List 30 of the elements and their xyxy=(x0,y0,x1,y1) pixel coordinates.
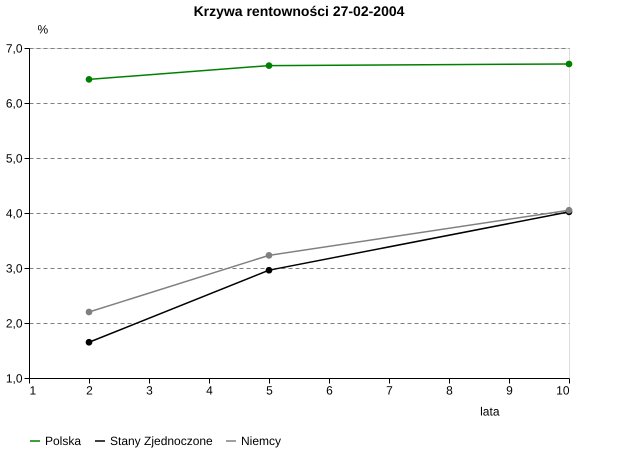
x-tick-label: 8 xyxy=(446,384,454,398)
x-tick-label: 7 xyxy=(386,384,394,398)
x-tick-label: 6 xyxy=(326,384,334,398)
point xyxy=(266,266,272,274)
y-tick-label: 4,0 xyxy=(6,206,23,220)
chart-title: Krzywa rentowności 27-02-2004 xyxy=(194,3,405,19)
x-tick-label: 5 xyxy=(266,384,274,398)
x-tick-label: 4 xyxy=(206,384,214,398)
x-tick-label: 3 xyxy=(146,384,154,398)
y-axis-title: % xyxy=(38,22,48,36)
point xyxy=(86,76,92,83)
point xyxy=(86,308,92,316)
legend-label: Niemcy xyxy=(241,434,282,448)
legend-label: Polska xyxy=(45,434,82,448)
legend-label: Stany Zjednoczone xyxy=(110,434,214,448)
x-tick-label: 2 xyxy=(86,384,94,398)
y-tick-label: 3,0 xyxy=(6,262,23,276)
x-axis-title: lata xyxy=(480,404,500,418)
y-tick-label: 6,0 xyxy=(6,96,23,110)
x-tick-label: 10 xyxy=(556,384,570,398)
point xyxy=(566,60,572,68)
y-tick-label: 7,0 xyxy=(6,42,23,56)
x-tick-label: 9 xyxy=(506,384,514,398)
point xyxy=(266,62,272,69)
x-tick-label: 1 xyxy=(30,384,36,398)
point xyxy=(86,338,92,346)
y-tick-label: 1,0 xyxy=(6,372,23,386)
y-tick-label: 5,0 xyxy=(6,152,23,166)
y-tick-label: 2,0 xyxy=(6,316,23,330)
point xyxy=(266,252,272,259)
